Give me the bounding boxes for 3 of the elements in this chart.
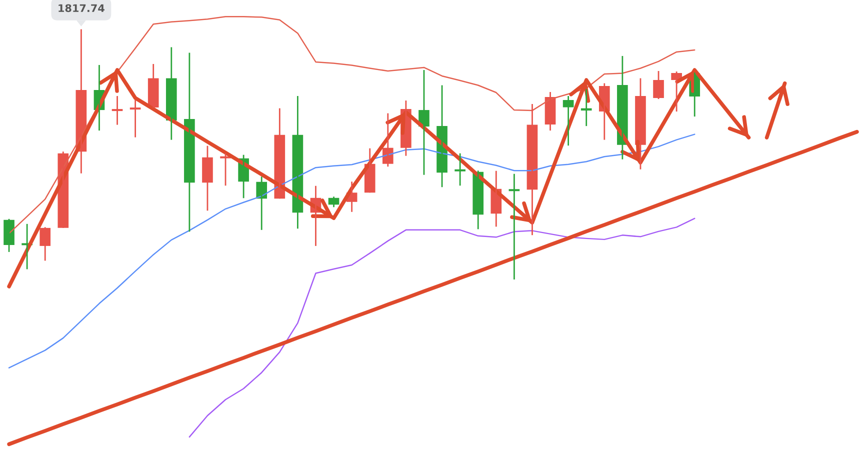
- candlestick: [202, 145, 213, 212]
- annotation: 1817.74: [58, 4, 104, 12]
- candlestick: [653, 70, 664, 100]
